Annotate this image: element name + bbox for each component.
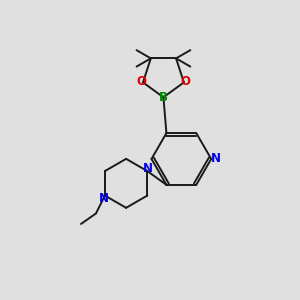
Text: O: O (136, 75, 146, 88)
Text: O: O (181, 75, 191, 88)
Text: N: N (143, 162, 153, 175)
Text: N: N (211, 152, 221, 166)
Text: N: N (99, 192, 109, 205)
Text: B: B (159, 91, 168, 104)
